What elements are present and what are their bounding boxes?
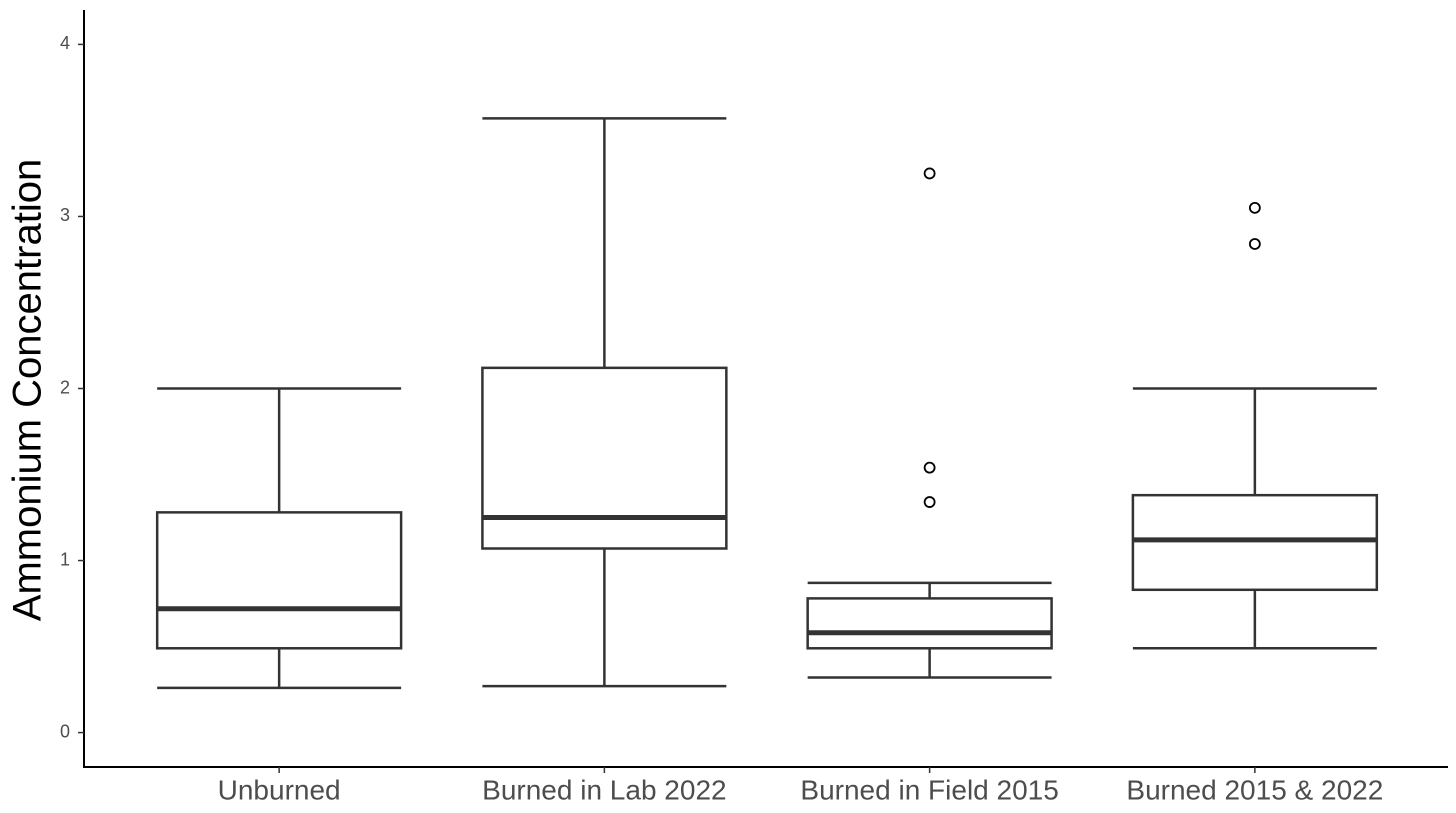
outlier (1248, 238, 1261, 250)
box (481, 366, 728, 550)
outlier (923, 167, 936, 180)
outlier (923, 461, 936, 474)
y-tick-label: 1 (60, 549, 70, 569)
box (155, 511, 403, 650)
x-tick-label: Burned in Field 2015 (800, 774, 1058, 805)
box (806, 597, 1053, 650)
outlier (923, 496, 936, 508)
y-tick-label: 0 (60, 721, 70, 741)
outlier (1248, 201, 1261, 214)
box (1131, 493, 1379, 592)
y-tick-label: 4 (60, 33, 70, 53)
y-tick-label: 2 (60, 377, 70, 397)
x-tick-label: Unburned (218, 774, 341, 805)
y-tick-label: 3 (60, 205, 70, 225)
x-tick-label: Burned 2015 & 2022 (1126, 774, 1383, 805)
x-tick-label: Burned in Lab 2022 (482, 774, 726, 805)
y-axis-title: Ammonium Concentration (6, 159, 50, 621)
